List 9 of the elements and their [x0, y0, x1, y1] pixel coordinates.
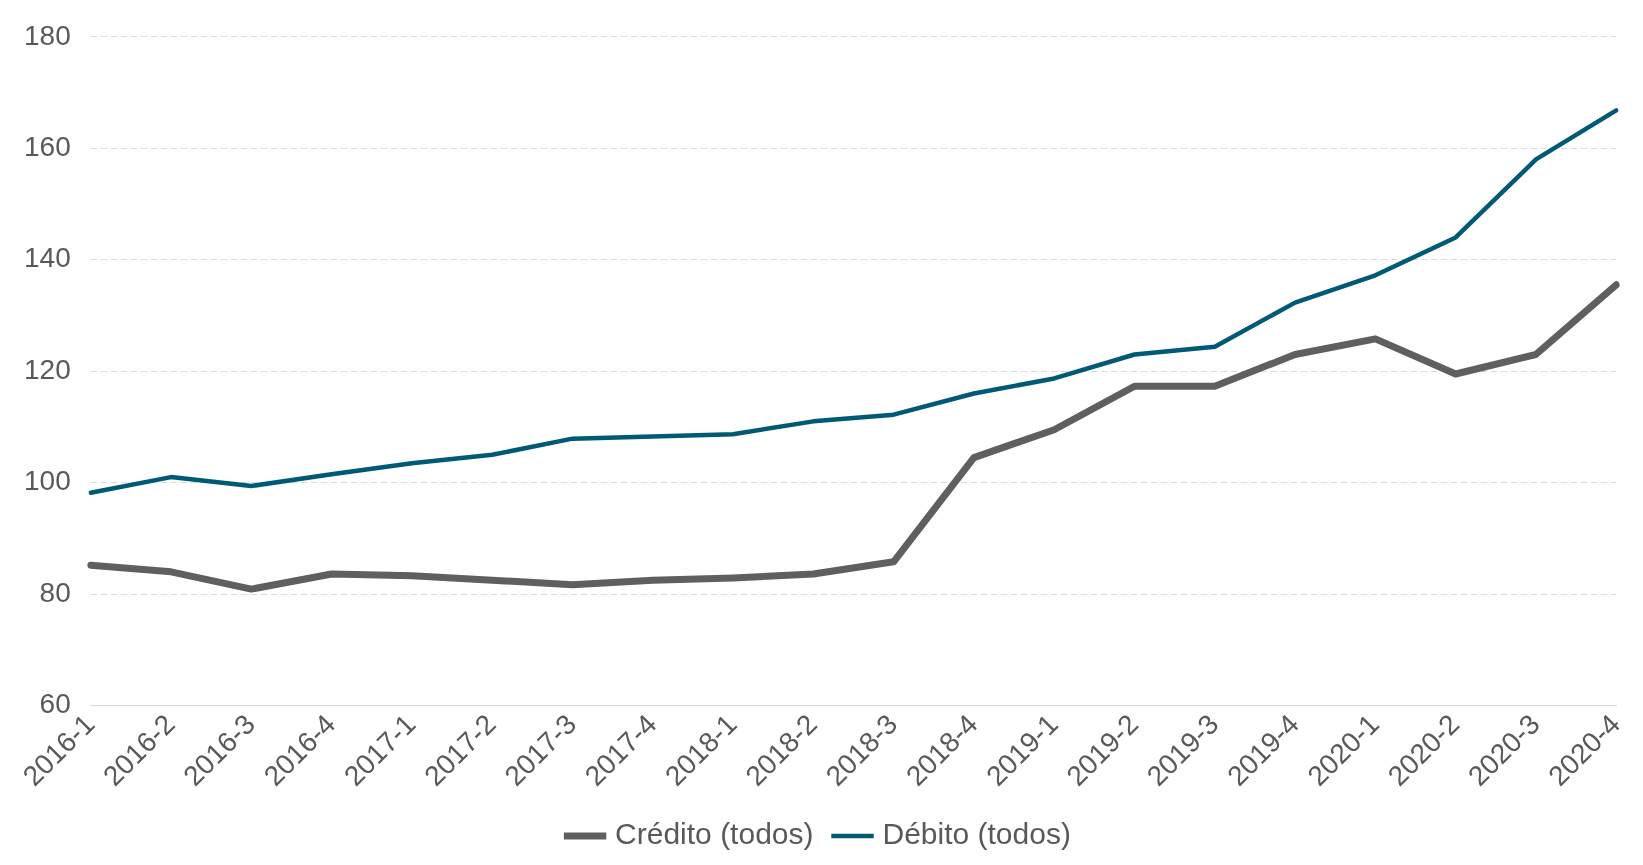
y-tick-label: 180	[24, 19, 71, 51]
y-tick-label: 60	[39, 688, 71, 720]
legend-label: Crédito (todos)	[615, 817, 814, 851]
y-tick-label: 100	[24, 465, 71, 497]
y-tick-label: 160	[24, 130, 71, 162]
y-tick-label: 120	[24, 353, 71, 385]
y-tick-label: 140	[24, 242, 71, 274]
y-tick-label: 80	[39, 576, 71, 608]
legend-label: Débito (todos)	[882, 817, 1071, 851]
